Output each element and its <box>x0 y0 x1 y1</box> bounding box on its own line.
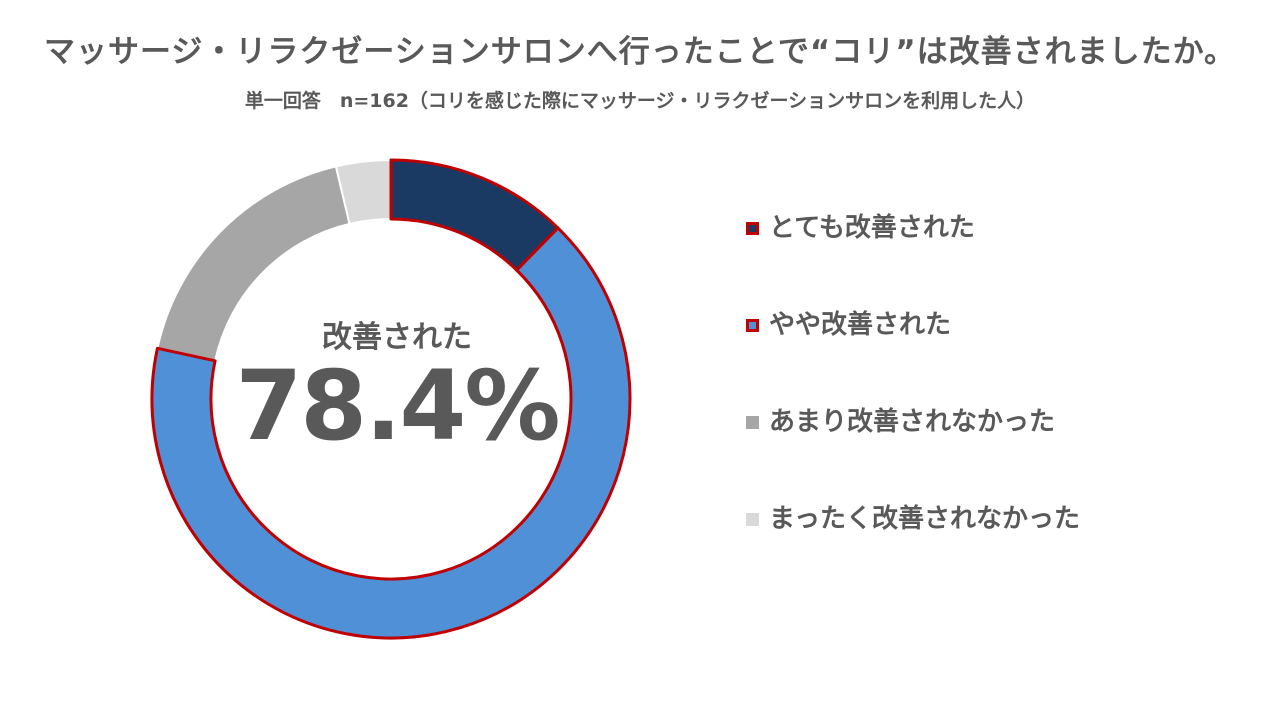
legend-item-very-improved: とても改善された <box>746 210 1266 307</box>
legend-item-not-improved-at-all: まったく改善されなかった <box>746 501 1266 598</box>
donut-slice-outline-somewhat-improved <box>150 226 632 640</box>
legend: とても改善された やや改善された あまり改善されなかった まったく改善されなかっ… <box>746 210 1266 598</box>
legend-label-not-much-improved: あまり改善されなかった <box>769 407 1056 437</box>
legend-label-not-improved-at-all: まったく改善されなかった <box>769 504 1080 534</box>
center-label: 改善された <box>322 320 472 355</box>
legend-swatch-somewhat-improved <box>746 319 759 332</box>
legend-swatch-very-improved <box>746 222 759 235</box>
legend-swatch-not-much-improved <box>746 416 759 429</box>
chart-subtitle: 単一回答 n=162（コリを感じた際にマッサージ・リラクゼーションサロンを利用し… <box>244 90 1036 112</box>
chart-title: マッサージ・リラクゼーションサロンへ行ったことで“コリ”は改善されましたか。 <box>44 34 1236 70</box>
legend-label-somewhat-improved: やや改善された <box>769 310 952 340</box>
legend-item-not-much-improved: あまり改善されなかった <box>746 404 1266 501</box>
center-value: 78.4% <box>235 350 560 462</box>
legend-swatch-not-improved-at-all <box>746 513 759 526</box>
legend-label-very-improved: とても改善された <box>769 213 975 243</box>
legend-item-somewhat-improved: やや改善された <box>746 307 1266 404</box>
